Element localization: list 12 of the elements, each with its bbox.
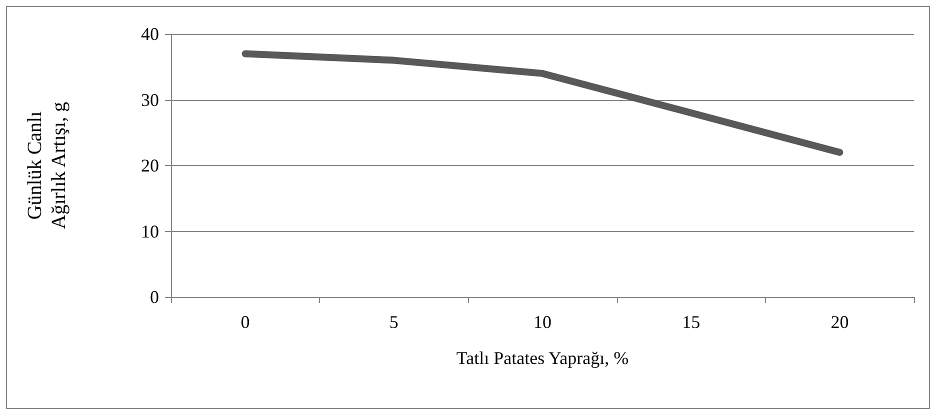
x-axis-title: Tatlı Patates Yaprağı, %: [456, 348, 629, 368]
y-tick-label: 20: [141, 156, 159, 176]
x-tick-label: 0: [240, 312, 250, 332]
y-tick-label: 30: [141, 90, 159, 110]
y-axis-title: Günlük Canlı Ağırlık Artışı, g: [24, 102, 70, 230]
x-tick-label: 20: [830, 312, 849, 332]
y-tick-label: 40: [141, 24, 159, 44]
y-tick-label: 0: [150, 287, 159, 307]
x-tick-label: 15: [682, 312, 700, 332]
y-tick-label: 10: [141, 221, 159, 242]
x-tick-label: 10: [534, 312, 552, 332]
x-tick-label: 5: [389, 312, 398, 332]
